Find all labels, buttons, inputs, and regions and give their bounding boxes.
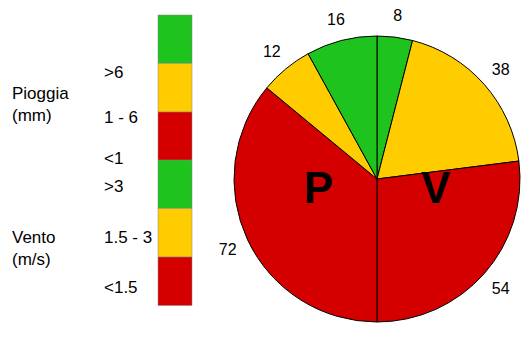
svg-text:8: 8	[393, 7, 402, 24]
svg-text:Vento: Vento	[12, 228, 56, 247]
svg-text:(mm): (mm)	[12, 106, 52, 125]
svg-text:72: 72	[219, 241, 237, 258]
svg-text:<1.5: <1.5	[104, 278, 138, 297]
svg-text:12: 12	[263, 43, 281, 60]
svg-text:1 - 6: 1 - 6	[104, 108, 138, 127]
svg-text:1.5 - 3: 1.5 - 3	[104, 228, 152, 247]
svg-text:>3: >3	[104, 177, 123, 196]
svg-text:16: 16	[327, 11, 345, 28]
svg-text:38: 38	[492, 61, 510, 78]
svg-text:>6: >6	[104, 63, 123, 82]
svg-text:54: 54	[492, 280, 510, 297]
svg-text:V: V	[421, 163, 451, 212]
svg-text:<1: <1	[104, 149, 123, 168]
svg-text:(m/s): (m/s)	[12, 250, 51, 269]
svg-text:P: P	[304, 163, 333, 212]
svg-text:Pioggia: Pioggia	[12, 84, 69, 103]
